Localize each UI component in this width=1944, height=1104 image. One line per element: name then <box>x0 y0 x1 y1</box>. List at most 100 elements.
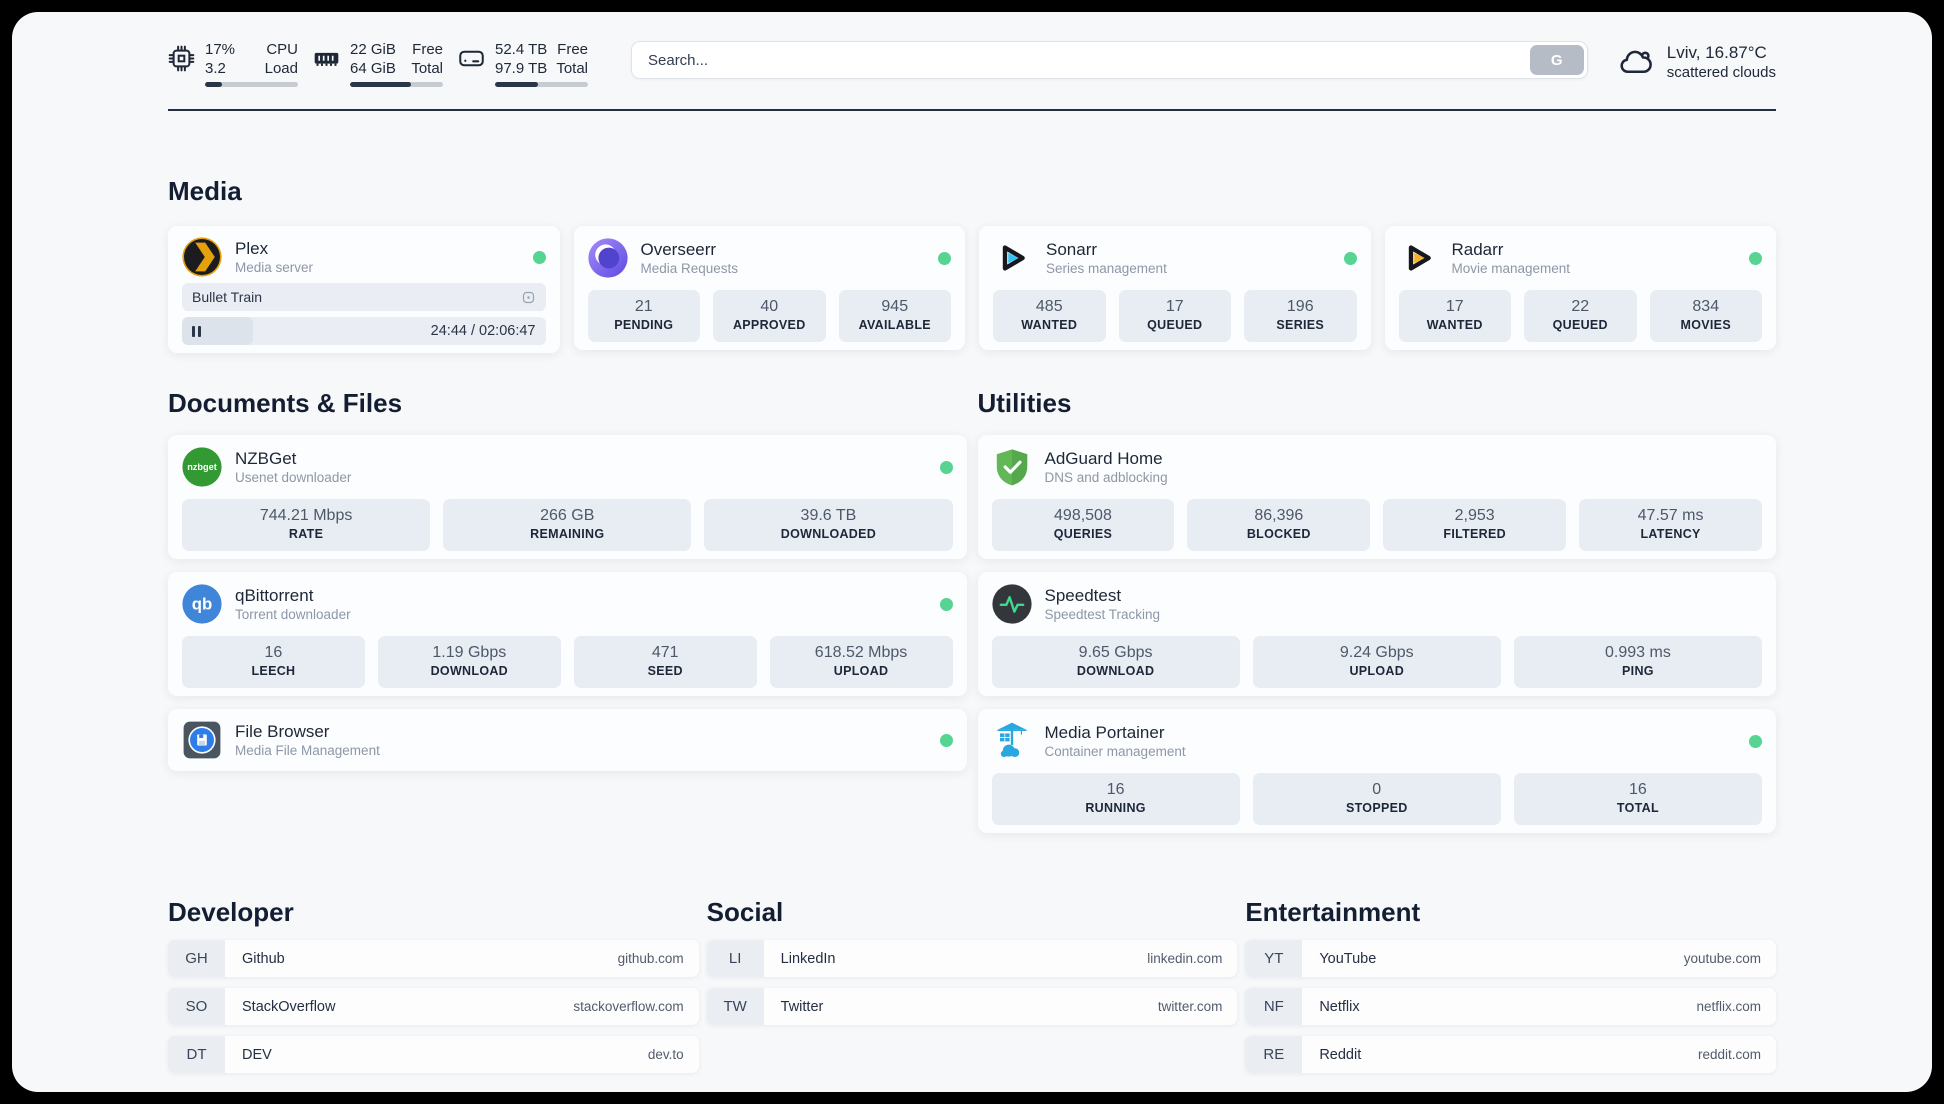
player-time: 24:44 / 02:06:47 <box>430 323 536 339</box>
stat-pending: 21 PENDING <box>587 290 700 342</box>
section-title-documents: Documents & Files <box>168 388 403 418</box>
disk-total-value: 97.9 TB <box>495 60 548 77</box>
app-subtitle: Media File Management <box>235 743 380 758</box>
app-subtitle: Speedtest Tracking <box>1044 607 1161 622</box>
radarr-card[interactable]: Radarr Movie management 17 WANTED 22 QUEUE… <box>1384 226 1776 350</box>
app-title: Sonarr <box>1046 240 1098 259</box>
speedtest-logo-icon <box>991 584 1032 624</box>
app-title: Speedtest <box>1044 586 1122 605</box>
portainer-card[interactable]: Media Portainer Container management 16 R… <box>977 709 1776 833</box>
stat-ping: 0.993 ms PING <box>1513 636 1763 688</box>
status-dot <box>1343 251 1357 265</box>
svg-text:nzbget: nzbget <box>187 462 217 472</box>
bookmark-youtube[interactable]: YT YouTube youtube.com <box>1245 940 1776 977</box>
bookmark-url: github.com <box>617 951 684 966</box>
disk-progress-fill <box>495 82 538 87</box>
nzbget-logo-icon: nzbget <box>182 447 222 487</box>
section-title-media: Media <box>168 176 242 206</box>
bookmark-name: Github <box>242 950 285 967</box>
stat-total: 16 TOTAL <box>1513 773 1763 825</box>
stat-latency: 47.57 ms LATENCY <box>1579 499 1762 551</box>
app-subtitle: DNS and adblocking <box>1044 470 1168 485</box>
app-subtitle: Media server <box>235 260 314 275</box>
stat-stopped: 0 STOPPED <box>1252 773 1501 825</box>
ram-icon <box>313 45 340 87</box>
sonarr-card[interactable]: Sonarr Series management 485 WANTED 17 QUE… <box>979 226 1371 350</box>
disk-total-label: Total <box>556 60 588 77</box>
stat-series: 196 SERIES <box>1244 290 1357 342</box>
qbittorrent-card[interactable]: qb qBittorrent Torrent downloader 16 LEEC… <box>168 572 967 696</box>
bookmark-reddit[interactable]: RE Reddit reddit.com <box>1245 1036 1776 1073</box>
cpu-usage-value: 17% <box>205 41 236 58</box>
entertainment-section: Entertainment YT YouTube youtube.com NF … <box>1245 896 1776 1084</box>
stat-queries: 498,508 QUERIES <box>991 499 1175 551</box>
radarr-logo-icon <box>1399 238 1439 278</box>
overseerr-card[interactable]: Overseerr Media Requests 21 PENDING 40 APP… <box>573 226 965 350</box>
bookmark-dev[interactable]: DT DEV dev.to <box>168 1036 699 1073</box>
stat-leech: 16 LEECH <box>182 636 365 688</box>
app-title: AdGuard Home <box>1044 449 1163 468</box>
weather-location-temp: Lviv, 16.87°C <box>1666 43 1767 62</box>
bookmark-abbr: NF <box>1245 988 1303 1025</box>
cpu-label: CPU <box>266 41 298 58</box>
bookmark-twitter[interactable]: TW Twitter twitter.com <box>706 988 1238 1025</box>
bookmark-abbr: TW <box>706 988 764 1025</box>
cloud-icon <box>1618 44 1654 80</box>
bookmark-name: StackOverflow <box>242 998 336 1015</box>
stat-seed: 471 SEED <box>573 636 757 688</box>
cpu-widget: 17% 3.2 CPU Load <box>168 40 298 87</box>
stat-upload: 9.24 Gbps UPLOAD <box>1252 636 1501 688</box>
qbittorrent-logo-icon: qb <box>182 584 222 624</box>
portainer-logo-icon <box>992 721 1032 761</box>
bookmark-abbr: YT <box>1245 940 1303 977</box>
plex-now-playing: Bullet Train <box>182 283 546 311</box>
bookmark-name: Netflix <box>1319 998 1360 1015</box>
pause-button[interactable] <box>192 325 201 337</box>
speedtest-card[interactable]: Speedtest Speedtest Tracking 9.65 Gbps DO… <box>977 572 1776 696</box>
memory-widget: 22 GiB 64 GiB Free Total <box>313 40 443 87</box>
search-bar: G <box>631 41 1588 79</box>
bookmark-abbr: GH <box>168 940 225 977</box>
adguard-card[interactable]: AdGuard Home DNS and adblocking 498,508 Q… <box>977 435 1776 559</box>
search-engine-button[interactable]: G <box>1529 45 1584 75</box>
stat-available: 945 AVAILABLE <box>838 290 951 342</box>
bookmark-linkedin[interactable]: LI LinkedIn linkedin.com <box>706 940 1238 977</box>
cpu-progress-fill <box>205 82 222 87</box>
bookmark-netflix[interactable]: NF Netflix netflix.com <box>1245 988 1776 1025</box>
status-dot <box>939 597 953 611</box>
status-dot <box>939 460 953 474</box>
bookmark-github[interactable]: GH Github github.com <box>168 940 699 977</box>
section-title-entertainment: Entertainment <box>1245 897 1421 927</box>
app-title: Media Portainer <box>1044 723 1165 742</box>
section-title-developer: Developer <box>168 897 294 927</box>
hard-drive-icon <box>458 45 485 87</box>
search-input[interactable] <box>631 41 1588 79</box>
plex-card[interactable]: Plex Media server Bullet Train 24:44 / 0… <box>168 226 560 353</box>
status-dot <box>532 250 546 264</box>
developer-section: Developer GH Github github.com SO StackO… <box>168 896 699 1084</box>
cpu-load-value: 3.2 <box>205 60 226 77</box>
stat-queued: 22 QUEUED <box>1524 290 1637 342</box>
bookmark-url: reddit.com <box>1697 1047 1761 1062</box>
stat-wanted: 17 WANTED <box>1398 290 1511 342</box>
plex-logo-icon <box>182 237 222 277</box>
bookmark-abbr: SO <box>168 988 225 1025</box>
weather-condition: scattered clouds <box>1666 64 1776 81</box>
filebrowser-card[interactable]: File Browser Media File Management <box>168 709 967 771</box>
weather-widget: Lviv, 16.87°C scattered clouds <box>1618 42 1776 82</box>
utilities-section: Utilities AdGuard Home DNS and adblockin… <box>977 387 1776 846</box>
bookmark-abbr: LI <box>706 940 764 977</box>
bookmark-name: DEV <box>242 1046 272 1063</box>
bookmark-abbr: RE <box>1245 1036 1303 1073</box>
now-playing-title: Bullet Train <box>192 289 263 305</box>
memory-total-value: 64 GiB <box>350 60 396 77</box>
nzbget-card[interactable]: nzbget NZBGet Usenet downloader 744.21 M… <box>168 435 967 559</box>
stat-approved: 40 APPROVED <box>713 290 826 342</box>
bookmark-url: twitter.com <box>1157 999 1223 1014</box>
memory-progress-fill <box>350 82 412 87</box>
disk-widget: 52.4 TB 97.9 TB Free Total <box>458 40 588 87</box>
stat-rate: 744.21 Mbps RATE <box>182 499 431 551</box>
plex-player-bar: 24:44 / 02:06:47 <box>182 317 546 345</box>
bookmark-stackoverflow[interactable]: SO StackOverflow stackoverflow.com <box>168 988 699 1025</box>
status-dot <box>938 251 951 265</box>
